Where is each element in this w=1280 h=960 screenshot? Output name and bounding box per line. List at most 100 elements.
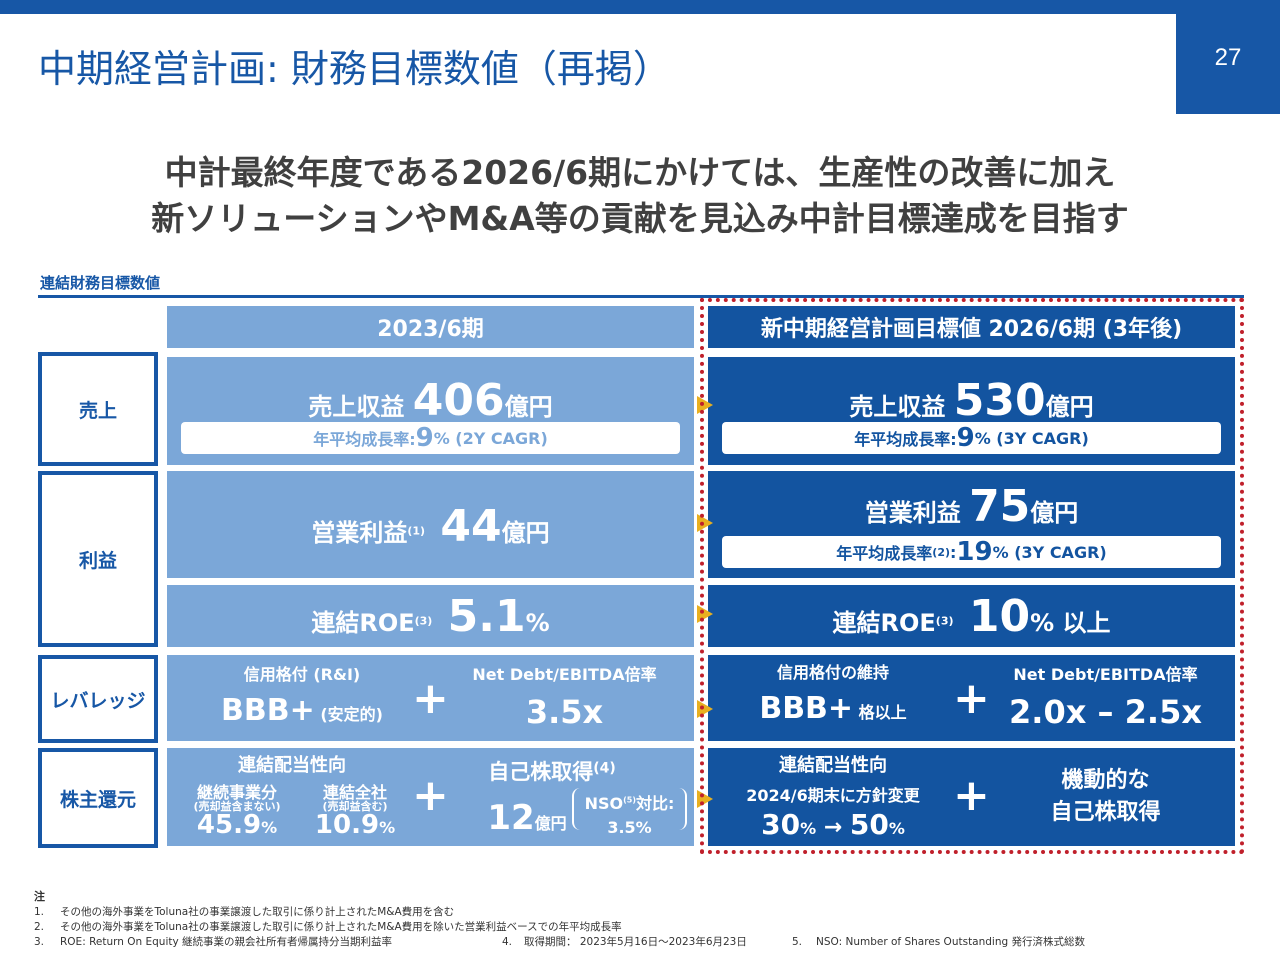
target-sales-line: 売上収益 530億円 [708, 375, 1235, 426]
current-buyback-value-line: 12億円 [472, 798, 582, 838]
current-sales-cagr-label: 年平均成長率: [313, 430, 416, 449]
target-payout-from: 30 [761, 808, 801, 841]
target-payout-to-unit: % [888, 819, 905, 838]
notes-heading: 注 [34, 890, 45, 903]
target-roe-cell: 連結ROE(3) 10% 以上 [708, 585, 1235, 647]
target-op-label: 営業利益 [864, 499, 970, 527]
current-buyback-value: 12 [487, 798, 535, 838]
target-buyback-line2: 自己株取得 [1050, 800, 1161, 825]
current-shareholder-cell: 連結配当性向 継続事業分 (売却益含まない) 45.9% 連結全社 (売却益含む… [167, 748, 694, 846]
current-cont-label: 継続事業分 [196, 783, 277, 802]
current-total-sub: (売却益含む) [322, 800, 388, 813]
current-total-label: 連結全社 [322, 783, 387, 802]
current-rating-label: 信用格付 (R&I) [243, 665, 361, 684]
page-title: 中期経営計画: 財務目標数値（再掲） [38, 47, 671, 91]
target-leverage-plus: + [953, 673, 990, 724]
target-roe-line: 連結ROE(3) 10% 以上 [708, 591, 1235, 642]
current-nso-suffix: 対比: [636, 794, 675, 813]
arrow-leverage-icon [697, 700, 713, 718]
note-4: 4. 取得期間： 2023年5月16日～2023年6月23日 [502, 936, 747, 948]
target-op-cagr-label: 年平均成長率 [836, 544, 933, 563]
target-op-cagr-note: (2) [932, 545, 951, 559]
target-sales-cell: 売上収益 530億円 年平均成長率: 9% (3Y CAGR) [708, 357, 1235, 465]
target-payout-arrow: → [816, 815, 850, 840]
target-op-cagr-sep: : [950, 542, 957, 562]
current-sales-line: 売上収益 406億円 [167, 375, 694, 426]
current-op-unit: 億円 [501, 519, 550, 547]
target-op-unit: 億円 [1030, 499, 1079, 527]
current-roe-label: 連結ROE [311, 609, 415, 637]
target-rating-line: BBB+ 格以上 [708, 691, 958, 726]
current-nso-bracket: NSO(5)対比: 3.5% [572, 788, 687, 837]
current-shareholder-plus: + [412, 770, 449, 821]
current-leverage-cell: 信用格付 (R&I) BBB+ (安定的) + Net Debt/EBITDA倍… [167, 655, 694, 741]
current-sales-cell: 売上収益 406億円 年平均成長率: 9% (2Y CAGR) [167, 357, 694, 465]
target-sales-label: 売上収益 [849, 393, 954, 421]
target-rating-sub: 格以上 [853, 703, 907, 722]
current-total-value: 10.9 [314, 810, 380, 840]
arrow-roe-icon [697, 605, 713, 623]
target-roe-value: 10 [953, 591, 1031, 642]
target-rating-label: 信用格付の維持 [776, 663, 889, 682]
target-nd-value: 2.0x – 2.5x [1009, 693, 1202, 731]
current-sales-cagr-unit: % (2Y CAGR) [433, 428, 548, 448]
headline-line-2: 新ソリューションやM&A等の貢献を見込み中計目標達成を目指す [151, 199, 1129, 238]
current-op-value: 44 [425, 501, 502, 552]
target-op-cagr-pill: 年平均成長率 (2) : 19% (3Y CAGR) [722, 536, 1221, 568]
target-op-cell: 営業利益 75億円 年平均成長率 (2) : 19% (3Y CAGR) [708, 471, 1235, 578]
current-op-line: 営業利益(1) 44億円 [167, 501, 694, 552]
row-label-sales: 売上 [38, 352, 158, 466]
target-roe-note: (3) [935, 614, 954, 628]
current-leverage-plus: + [412, 673, 449, 724]
target-op-value: 75 [969, 481, 1031, 532]
section-divider [38, 295, 1244, 298]
current-cont-unit: % [261, 818, 278, 837]
current-roe-line: 連結ROE(3) 5.1% [167, 591, 694, 642]
current-sales-cagr-value: 9 [415, 423, 434, 453]
current-payout-label: 連結配当性向 [238, 755, 346, 776]
current-nd-label: Net Debt/EBITDA倍率 [472, 665, 657, 684]
current-sales-label: 売上収益 [308, 393, 413, 421]
target-op-line: 営業利益 75億円 [708, 481, 1235, 532]
target-shareholder-plus: + [953, 770, 990, 821]
page-number: 27 [1176, 0, 1280, 114]
target-sales-unit: 億円 [1045, 393, 1094, 421]
target-sales-cagr-pill: 年平均成長率: 9% (3Y CAGR) [722, 422, 1221, 454]
target-payout-sub: 2024/6期末に方針変更 [746, 786, 920, 805]
current-rating-line: BBB+ (安定的) [167, 693, 437, 728]
current-nso-note: (5) [623, 795, 636, 805]
column-header-current: 2023/6期 [167, 306, 694, 348]
current-buyback-unit: 億円 [534, 814, 567, 833]
target-roe-unit: % 以上 [1030, 609, 1111, 637]
current-total-line: 10.9% [295, 810, 415, 840]
current-op-note: (1) [407, 524, 426, 538]
arrow-shareholder-icon [697, 790, 713, 808]
row-label-leverage: レバレッジ [38, 655, 158, 743]
column-header-target: 新中期経営計画目標値 2026/6期 (3年後) [708, 306, 1235, 348]
current-roe-unit: % [525, 609, 550, 637]
target-nd-label: Net Debt/EBITDA倍率 [1013, 665, 1198, 684]
target-payout-to: 50 [849, 808, 889, 841]
target-payout-change: 30% → 50% [708, 808, 958, 841]
note-3: 3. ROE: Return On Equity 継続事業の親会社所有者帰属持分当… [34, 936, 393, 948]
target-sales-cagr-unit: % (3Y CAGR) [974, 428, 1089, 448]
target-leverage-cell: 信用格付の維持 BBB+ 格以上 + Net Debt/EBITDA倍率 2.0… [708, 655, 1235, 741]
note-2: 2. その他の海外事業をToluna社の事業譲渡した取引に係り計上されたM&A費用… [34, 921, 622, 933]
current-buyback-line: 自己株取得(4) [467, 756, 637, 786]
current-total-unit: % [379, 818, 396, 837]
section-label: 連結財務目標数値 [40, 274, 161, 292]
target-payout-label: 連結配当性向 [779, 755, 887, 776]
note-1: 1. その他の海外事業をToluna社の事業譲渡した取引に係り計上されたM&A費用… [34, 906, 455, 918]
current-buyback-label: 自己株取得 [488, 760, 594, 784]
current-cont-sub: (売却益含まない) [193, 800, 281, 813]
current-rating-value: BBB+ [221, 693, 315, 728]
current-rating-sub: (安定的) [314, 705, 383, 724]
current-nso-value: 3.5% [607, 818, 652, 837]
current-sales-value: 406 [412, 375, 505, 426]
target-buyback-line1: 機動的な [1061, 768, 1150, 793]
target-rating-value: BBB+ [759, 691, 854, 726]
note-5: 5. NSO: Number of Shares Outstanding 発行済株… [792, 936, 1086, 948]
current-buyback-note: (4) [593, 760, 616, 777]
target-op-cagr-value: 19 [956, 537, 993, 567]
current-sales-unit: 億円 [504, 393, 553, 421]
